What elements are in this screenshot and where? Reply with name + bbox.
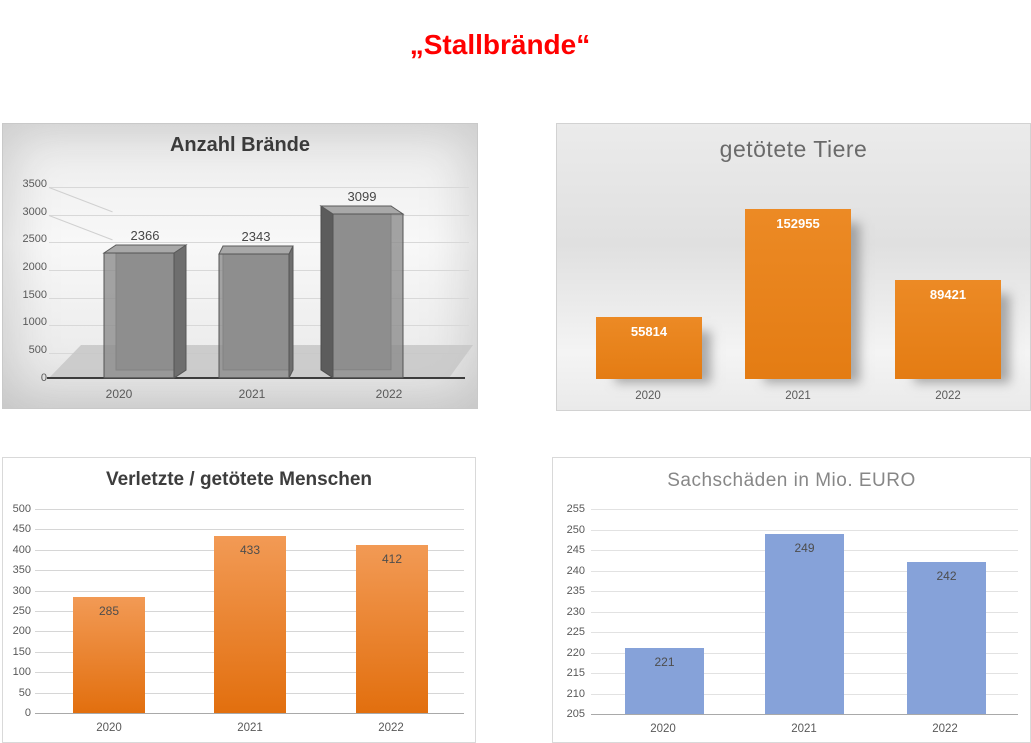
bar-value-label: 412 <box>381 551 403 566</box>
y-tick-label: 3000 <box>22 205 47 218</box>
y-tick-label: 205 <box>566 708 585 720</box>
bar <box>625 648 704 714</box>
bar <box>73 596 145 713</box>
axis-baseline <box>35 713 464 714</box>
depth-gridline <box>48 187 113 213</box>
chart-title-anzahl-braende: Anzahl Brände <box>169 134 311 156</box>
chart-title-sachschaeden-mio-euro: Sachschäden in Mio. EURO <box>667 470 916 491</box>
y-tick-label: 150 <box>12 645 31 658</box>
bar-value-label: 433 <box>239 543 261 558</box>
x-category-label: 2022 <box>378 722 404 734</box>
bar <box>745 208 851 379</box>
y-tick-label: 500 <box>12 503 31 515</box>
y-tick-label: 250 <box>566 523 585 536</box>
bar <box>214 536 286 713</box>
y-tick-label: 240 <box>566 564 585 577</box>
bar-value-label: 2343 <box>241 229 271 245</box>
x-category-label: 2020 <box>105 387 133 401</box>
y-tick-label: 225 <box>566 626 585 638</box>
y-tick-label: 400 <box>12 543 31 556</box>
y-tick-label: 1000 <box>22 316 47 329</box>
bar <box>596 316 702 379</box>
page-title: „Stallbrände“ <box>409 28 591 60</box>
gridline <box>49 214 469 216</box>
gridline <box>49 187 469 188</box>
y-tick-label: 100 <box>12 666 31 679</box>
x-category-label: 2021 <box>785 390 811 402</box>
bar-value-label: 221 <box>654 655 675 670</box>
chart-getoetete-tiere: getötete Tiere 55814 152955 89421 2020 2021 2… <box>556 123 1031 411</box>
gridline <box>35 509 464 510</box>
bar-3d <box>319 205 405 379</box>
gridline <box>49 242 469 244</box>
y-tick-label: 245 <box>566 544 585 556</box>
y-tick-label: 250 <box>12 605 31 617</box>
chart-anzahl-braende: Anzahl Brände 3500 3000 2500 2000 1500 1000 50… <box>2 123 478 409</box>
x-category-label: 2022 <box>375 387 403 401</box>
bar-value-label: 3099 <box>347 189 377 205</box>
bar-3d <box>102 244 188 379</box>
bar <box>765 533 844 714</box>
axis-baseline <box>591 714 1018 715</box>
depth-gridline <box>48 214 113 240</box>
bar-3d <box>218 245 294 379</box>
plot-area-anzahl-braende: 3500 3000 2500 2000 1500 1000 500 0 2366 2343 3099… <box>3 124 477 410</box>
y-tick-label: 1500 <box>22 288 47 301</box>
y-tick-label: 350 <box>12 564 31 577</box>
y-tick-label: 2000 <box>22 260 47 273</box>
bar <box>356 544 428 713</box>
chart-title-getoetete-tiere: getötete Tiere <box>719 136 868 162</box>
gridline <box>591 509 1018 510</box>
y-tick-label: 2500 <box>22 233 47 246</box>
gridline <box>591 529 1018 531</box>
x-category-label: 2021 <box>237 722 263 734</box>
bar-value-label: 285 <box>98 603 120 618</box>
y-tick-label: 500 <box>28 343 47 356</box>
bar <box>907 562 986 714</box>
bar-value-label: 55814 <box>630 323 668 339</box>
x-category-label: 2020 <box>96 722 122 734</box>
x-category-label: 2021 <box>238 387 266 401</box>
y-tick-label: 230 <box>566 605 585 618</box>
x-category-label: 2020 <box>650 723 676 735</box>
y-tick-label: 220 <box>566 646 585 659</box>
bar <box>895 279 1001 379</box>
y-tick-label: 3500 <box>22 178 47 190</box>
x-category-label: 2021 <box>791 723 817 735</box>
y-tick-label: 215 <box>566 667 585 679</box>
y-tick-label: 0 <box>40 371 47 384</box>
y-tick-label: 50 <box>18 686 31 699</box>
x-category-label: 2022 <box>932 723 958 735</box>
x-category-label: 2022 <box>935 390 961 402</box>
chart-sachschaeden-mio-euro: Sachschäden in Mio. EURO 255 250 245 240 235… <box>552 457 1031 743</box>
bar-value-label: 152955 <box>776 215 820 231</box>
bar-value-label: 242 <box>936 569 957 584</box>
y-tick-label: 450 <box>12 523 31 536</box>
chart-title-verletzte-getoetete-menschen: Verletzte / getötete Menschen <box>105 469 373 490</box>
y-tick-label: 235 <box>566 585 585 597</box>
bar-value-label: 249 <box>794 540 815 555</box>
y-tick-label: 210 <box>566 687 585 700</box>
bar-value-label: 89421 <box>929 286 967 302</box>
bar-value-label: 2366 <box>130 227 160 243</box>
y-tick-label: 0 <box>24 707 31 719</box>
chart-verletzte-getoetete-menschen: Verletzte / getötete Menschen 500 450 400 3… <box>2 457 476 743</box>
x-category-label: 2020 <box>635 390 661 402</box>
gridline <box>35 529 464 531</box>
y-tick-label: 255 <box>566 503 585 515</box>
y-tick-label: 300 <box>12 584 31 597</box>
y-tick-label: 200 <box>12 625 31 638</box>
